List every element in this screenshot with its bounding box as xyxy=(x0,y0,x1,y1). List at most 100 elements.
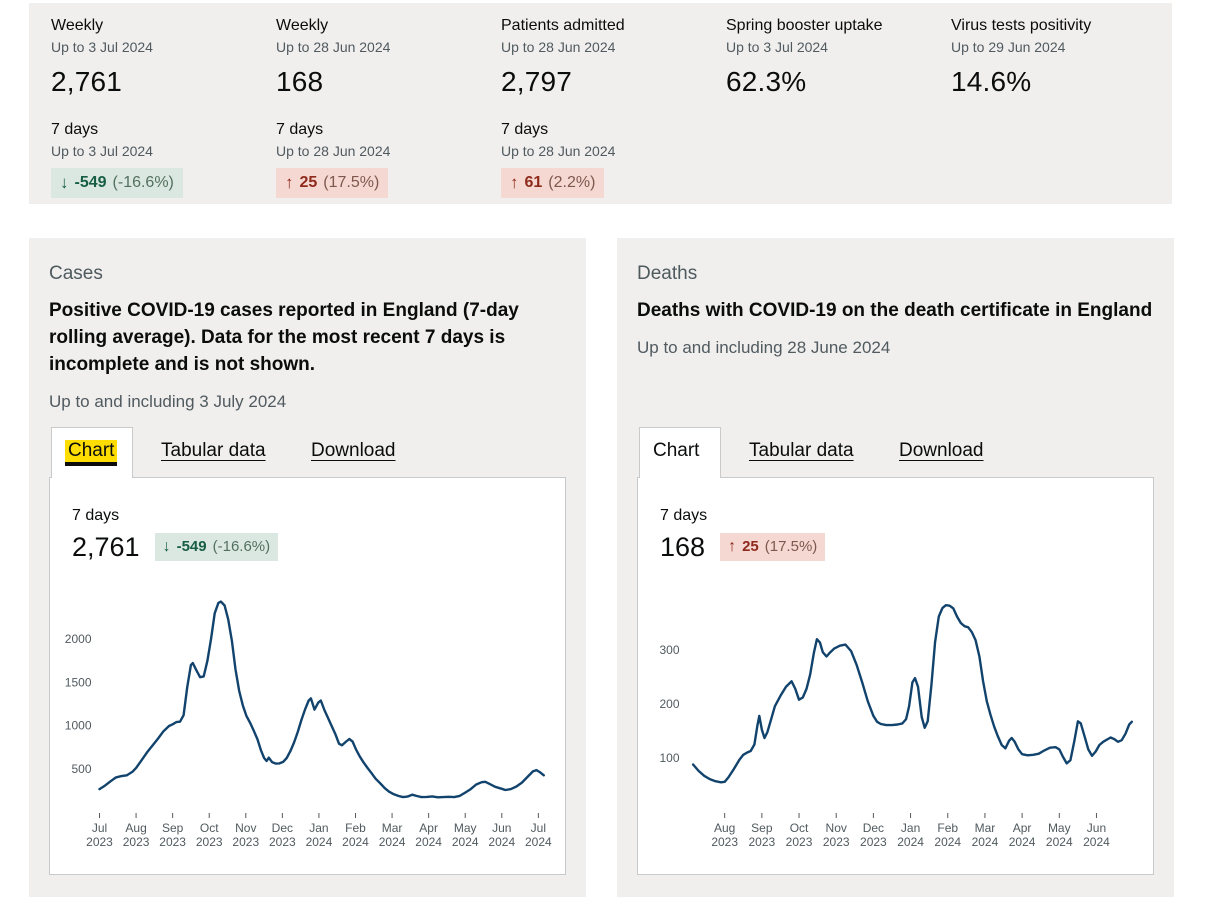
svg-text:2024: 2024 xyxy=(342,835,369,849)
svg-text:Oct: Oct xyxy=(790,821,809,835)
svg-text:2024: 2024 xyxy=(525,835,552,849)
svg-text:2023: 2023 xyxy=(711,835,738,849)
change-label: 7 days xyxy=(501,121,549,138)
metric-patients-admitted: Patients admitted Up to 28 Jun 2024 2,79… xyxy=(501,15,719,198)
metric-change-block: 7 days Up to 28 Jun 2024 ↑ 61 (2.2%) xyxy=(501,119,719,198)
change-badge: ↓ -549 (-16.6%) xyxy=(51,168,183,198)
deaths-line-chart: 100200300Aug2023Sep2023Oct2023Nov2023Dec… xyxy=(659,604,1133,849)
svg-text:Aug: Aug xyxy=(714,821,735,835)
cases-chart-panel: 7 days 2,761 ↓ -549 (-16.6%) 500 1000 1500… xyxy=(49,477,566,875)
change-date: Up to 28 Jun 2024 xyxy=(276,143,391,159)
metric-date: Up to 3 Jul 2024 xyxy=(726,39,828,55)
svg-text:Feb: Feb xyxy=(345,821,366,835)
svg-text:Mar: Mar xyxy=(975,821,996,835)
tab-chart-label-highlighted: Chart xyxy=(65,440,118,466)
deaths-tabs: Chart Tabular data Download xyxy=(637,427,1154,478)
change-badge: ↑ 61 (2.2%) xyxy=(501,168,605,198)
svg-text:2024: 2024 xyxy=(415,835,442,849)
svg-text:Oct: Oct xyxy=(200,821,219,835)
svg-text:2023: 2023 xyxy=(823,835,850,849)
metric-date: Up to 28 Jun 2024 xyxy=(276,39,391,55)
svg-text:2024: 2024 xyxy=(972,835,999,849)
stat-value: 2,761 xyxy=(72,532,140,562)
metric-title: Weekly xyxy=(276,17,329,34)
change-percent: (17.5%) xyxy=(323,174,380,191)
change-label: 7 days xyxy=(276,121,324,138)
tab-chart-label: Chart xyxy=(653,440,700,461)
svg-text:2024: 2024 xyxy=(488,835,515,849)
change-value: -549 xyxy=(74,174,107,191)
svg-text:2023: 2023 xyxy=(860,835,887,849)
card-topic-label: Cases xyxy=(49,263,103,284)
svg-text:2024: 2024 xyxy=(1046,835,1073,849)
svg-text:Jun: Jun xyxy=(492,821,511,835)
metric-title: Patients admitted xyxy=(501,17,625,34)
stat-change-badge: ↑ 25 (17.5%) xyxy=(720,533,826,561)
arrow-down-icon: ↓ xyxy=(162,538,171,555)
svg-text:Jun: Jun xyxy=(1087,821,1106,835)
svg-text:Apr: Apr xyxy=(419,821,438,835)
svg-text:May: May xyxy=(1048,821,1071,835)
cases-line-chart: 500100015002000Jul2023Aug2023Sep2023Oct2… xyxy=(65,600,552,849)
tab-chart[interactable]: Chart xyxy=(639,427,721,478)
svg-text:Sep: Sep xyxy=(162,821,184,835)
svg-text:Nov: Nov xyxy=(826,821,847,835)
tab-tabular-data[interactable]: Tabular data xyxy=(161,440,266,461)
metric-value: 2,761 xyxy=(51,66,123,97)
change-value: 61 xyxy=(524,174,543,191)
svg-text:2023: 2023 xyxy=(269,835,296,849)
svg-text:Aug: Aug xyxy=(125,821,146,835)
metric-weekly-cases: Weekly Up to 3 Jul 2024 2,761 7 days Up … xyxy=(51,15,269,198)
svg-text:2023: 2023 xyxy=(123,835,150,849)
cases-card: Cases Positive COVID-19 cases reported i… xyxy=(29,238,586,897)
svg-text:2024: 2024 xyxy=(452,835,479,849)
svg-text:Dec: Dec xyxy=(863,821,884,835)
svg-text:1000: 1000 xyxy=(65,719,92,733)
metric-value: 62.3% xyxy=(726,66,807,97)
svg-text:2023: 2023 xyxy=(786,835,813,849)
tab-chart[interactable]: Chart xyxy=(51,427,133,478)
change-value: -549 xyxy=(176,538,207,555)
change-date: Up to 28 Jun 2024 xyxy=(501,143,616,159)
metric-title: Weekly xyxy=(51,17,104,34)
metric-date: Up to 29 Jun 2024 xyxy=(951,39,1066,55)
svg-text:Mar: Mar xyxy=(382,821,403,835)
arrow-down-icon: ↓ xyxy=(60,173,69,192)
svg-text:300: 300 xyxy=(659,643,679,657)
svg-text:2024: 2024 xyxy=(379,835,406,849)
metric-change-block: 7 days Up to 3 Jul 2024 ↓ -549 (-16.6%) xyxy=(51,119,269,198)
svg-text:2024: 2024 xyxy=(897,835,924,849)
metric-title: Spring booster uptake xyxy=(726,17,883,34)
svg-text:Jan: Jan xyxy=(309,821,328,835)
cases-tabs: Chart Tabular data Download xyxy=(49,427,566,478)
deaths-card: Deaths Deaths with COVID-19 on the death… xyxy=(617,238,1174,897)
card-topic-label: Deaths xyxy=(637,263,698,284)
svg-text:May: May xyxy=(454,821,477,835)
metric-value: 168 xyxy=(276,66,324,97)
metric-spring-booster-uptake: Spring booster uptake Up to 3 Jul 2024 6… xyxy=(726,15,944,119)
card-date: Up to and including 3 July 2024 xyxy=(49,392,287,411)
tab-tabular-data[interactable]: Tabular data xyxy=(749,440,854,461)
svg-text:2023: 2023 xyxy=(159,835,186,849)
stat-label: 7 days xyxy=(72,507,120,524)
metric-date: Up to 3 Jul 2024 xyxy=(51,39,153,55)
arrow-up-icon: ↑ xyxy=(285,173,294,192)
metric-weekly-deaths: Weekly Up to 28 Jun 2024 168 7 days Up t… xyxy=(276,15,494,198)
svg-text:2023: 2023 xyxy=(232,835,259,849)
svg-text:Sep: Sep xyxy=(751,821,773,835)
tab-download[interactable]: Download xyxy=(899,440,984,461)
change-percent: (-16.6%) xyxy=(212,538,271,555)
change-value: 25 xyxy=(299,174,318,191)
card-heading: Positive COVID-19 cases reported in Engl… xyxy=(49,300,519,375)
metric-virus-tests-positivity: Virus tests positivity Up to 29 Jun 2024… xyxy=(951,15,1169,119)
tab-download[interactable]: Download xyxy=(311,440,396,461)
arrow-up-icon: ↑ xyxy=(510,173,519,192)
svg-text:Jul: Jul xyxy=(531,821,546,835)
metric-value: 2,797 xyxy=(501,66,573,97)
svg-text:500: 500 xyxy=(71,762,91,776)
summary-metrics-panel: Weekly Up to 3 Jul 2024 2,761 7 days Up … xyxy=(29,3,1172,204)
svg-text:2024: 2024 xyxy=(1083,835,1110,849)
metric-date: Up to 28 Jun 2024 xyxy=(501,39,616,55)
change-percent: (17.5%) xyxy=(764,538,818,555)
